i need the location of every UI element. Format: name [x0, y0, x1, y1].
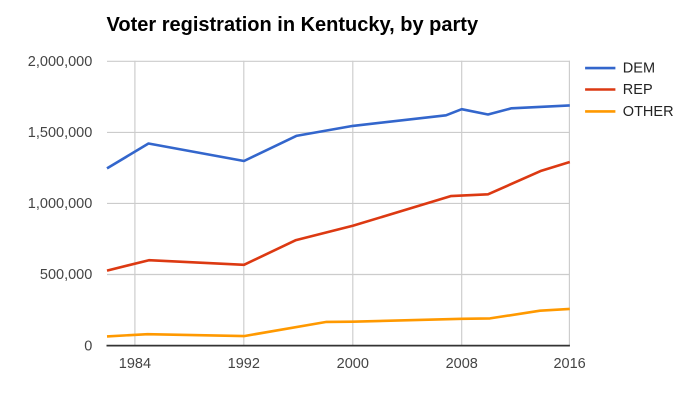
svg-text:1,000,000: 1,000,000 — [28, 196, 93, 212]
svg-text:1992: 1992 — [228, 356, 260, 372]
svg-text:2,000,000: 2,000,000 — [28, 54, 93, 70]
svg-text:2016: 2016 — [553, 356, 585, 372]
svg-text:DEM: DEM — [623, 61, 655, 77]
svg-text:1,500,000: 1,500,000 — [28, 125, 93, 141]
svg-text:Voter registration in Kentucky: Voter registration in Kentucky, by party — [107, 14, 479, 36]
svg-text:OTHER: OTHER — [623, 104, 674, 120]
svg-text:0: 0 — [84, 338, 92, 354]
svg-text:1984: 1984 — [119, 356, 151, 372]
svg-text:2008: 2008 — [446, 356, 478, 372]
svg-text:2000: 2000 — [337, 356, 369, 372]
svg-text:500,000: 500,000 — [40, 267, 92, 283]
svg-text:REP: REP — [623, 82, 653, 98]
